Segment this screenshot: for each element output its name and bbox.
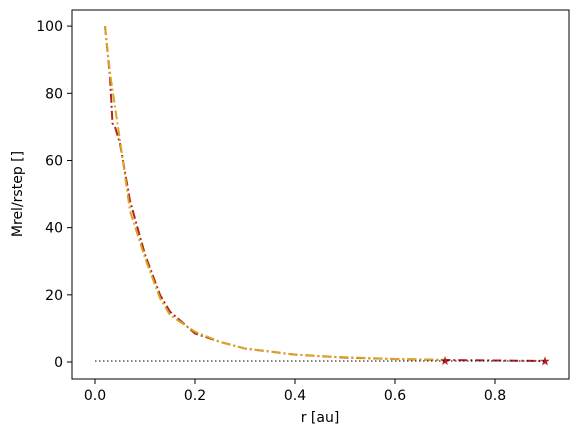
star-marker	[440, 356, 450, 366]
y-tick-label: 80	[45, 86, 63, 102]
x-tick-label: 0.6	[384, 388, 406, 404]
series-line	[104, 26, 546, 362]
plot-frame	[71, 9, 570, 380]
y-tick-label: 40	[45, 221, 63, 237]
x-tick-label: 0.0	[84, 388, 106, 404]
x-tick-label: 0.4	[284, 388, 306, 404]
y-tick-label: 100	[36, 19, 63, 35]
series-line	[104, 26, 446, 361]
y-tick-label: 60	[45, 153, 63, 169]
x-axis-label: r [au]	[301, 410, 340, 426]
x-tick-label: 0.8	[484, 388, 506, 404]
star-marker	[540, 356, 550, 366]
x-tick-label: 0.2	[184, 388, 206, 404]
y-axis-label: Mrel/rstep []	[10, 151, 26, 237]
y-tick-label: 20	[45, 288, 63, 304]
y-tick-label: 0	[54, 355, 63, 371]
